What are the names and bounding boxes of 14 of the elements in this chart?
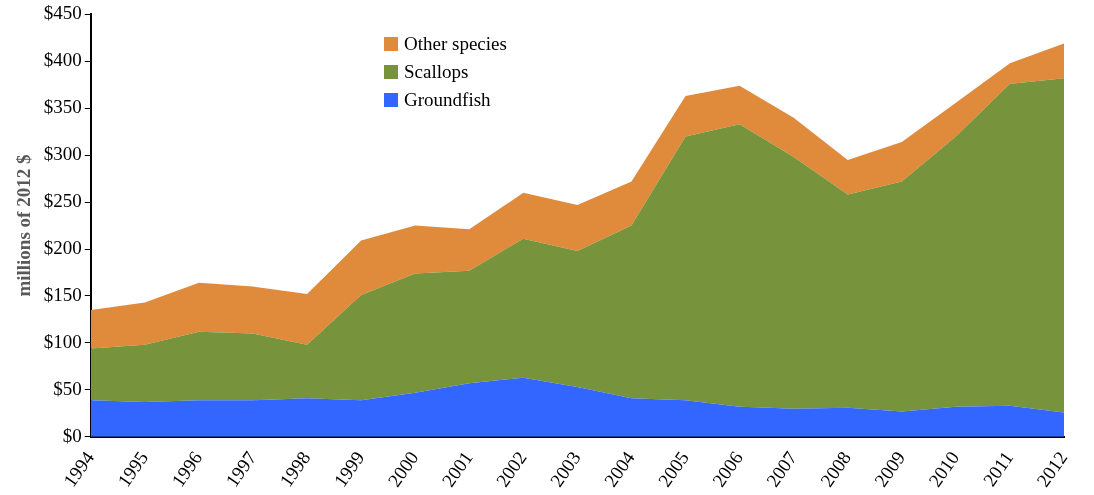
y-tick-label: $100 bbox=[43, 330, 82, 352]
y-tick-label: $300 bbox=[43, 143, 82, 165]
legend-label: Scallops bbox=[404, 60, 469, 84]
y-tick-label: $350 bbox=[43, 96, 82, 118]
legend-label: Other species bbox=[404, 32, 507, 56]
y-tick-label: $200 bbox=[43, 237, 82, 259]
y-tick-label: $450 bbox=[43, 2, 82, 24]
y-axis-title: millions of 2012 $ bbox=[13, 154, 35, 297]
y-tick-label: $50 bbox=[53, 377, 82, 399]
y-tick-label: $250 bbox=[43, 190, 82, 212]
y-tick-label: $150 bbox=[43, 283, 82, 305]
y-tick-label: $400 bbox=[43, 49, 82, 71]
y-tick-label: $0 bbox=[62, 424, 82, 446]
legend-label: Groundfish bbox=[404, 88, 491, 112]
